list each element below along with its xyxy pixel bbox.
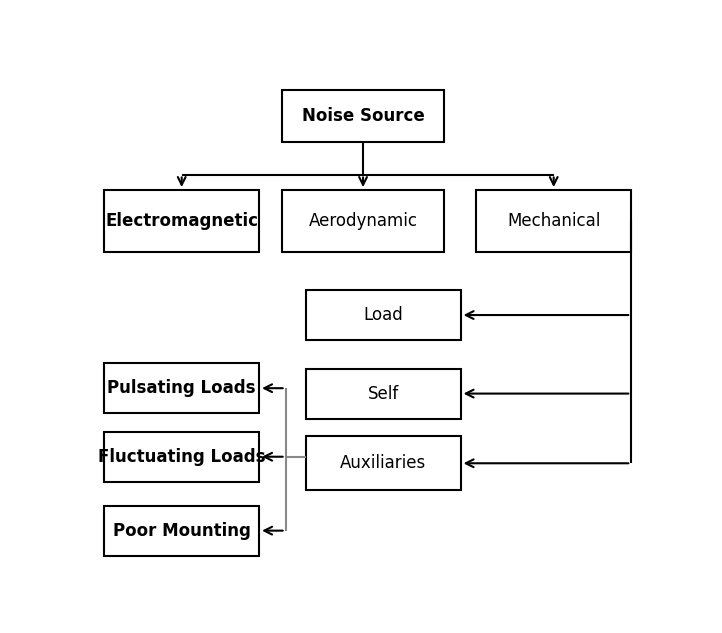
Text: Auxiliaries: Auxiliaries bbox=[340, 454, 426, 472]
Text: Pulsating Loads: Pulsating Loads bbox=[108, 379, 256, 397]
Bar bbox=[104, 432, 259, 482]
Bar bbox=[282, 190, 443, 251]
Bar bbox=[104, 506, 259, 556]
Text: Mechanical: Mechanical bbox=[507, 211, 601, 230]
Text: Self: Self bbox=[367, 385, 399, 403]
Text: Poor Mounting: Poor Mounting bbox=[113, 522, 251, 540]
Bar bbox=[305, 290, 461, 340]
Bar bbox=[477, 190, 631, 251]
Text: Fluctuating Loads: Fluctuating Loads bbox=[98, 448, 266, 466]
Text: Load: Load bbox=[363, 306, 403, 324]
Bar bbox=[282, 90, 443, 142]
Bar bbox=[305, 436, 461, 490]
Bar bbox=[104, 363, 259, 413]
Bar bbox=[104, 190, 259, 251]
Text: Aerodynamic: Aerodynamic bbox=[308, 211, 417, 230]
Bar bbox=[305, 368, 461, 418]
Text: Noise Source: Noise Source bbox=[302, 107, 425, 125]
Text: Electromagnetic: Electromagnetic bbox=[105, 211, 258, 230]
